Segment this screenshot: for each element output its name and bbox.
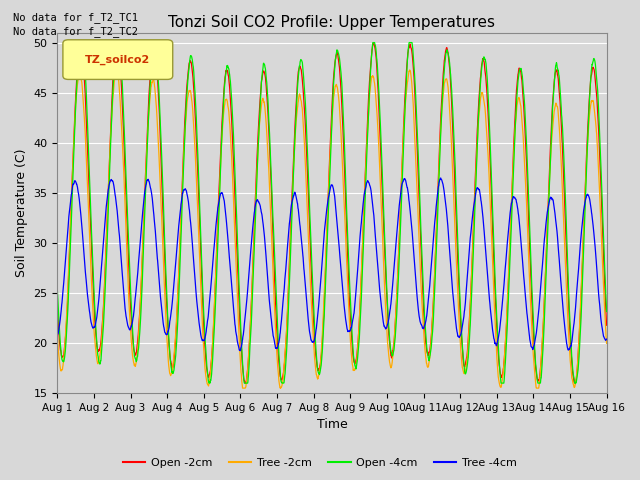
Open -2cm (348, 343, 356, 348)
Open -4cm (348, 334, 356, 339)
Open -4cm (205, 380, 213, 386)
Tree -4cm (54, 332, 61, 338)
Tree -4cm (236, 348, 244, 354)
Tree -2cm (348, 360, 356, 366)
Tree -2cm (54, 332, 61, 337)
Text: TZ_soilco2: TZ_soilco2 (85, 54, 150, 65)
Text: No data for f_T2_TC1: No data for f_T2_TC1 (13, 12, 138, 23)
Open -2cm (241, 380, 249, 386)
Tree -4cm (360, 194, 368, 200)
Tree -4cm (207, 287, 214, 293)
Tree -4cm (348, 322, 356, 327)
Open -4cm (603, 309, 611, 314)
Tree -4cm (555, 248, 563, 253)
Line: Tree -2cm: Tree -2cm (58, 67, 607, 388)
Tree -2cm (492, 336, 500, 341)
Open -2cm (76, 40, 84, 46)
Open -2cm (360, 200, 368, 206)
Open -2cm (603, 323, 611, 328)
Line: Open -4cm: Open -4cm (58, 43, 607, 383)
Title: Tonzi Soil CO2 Profile: Upper Temperatures: Tonzi Soil CO2 Profile: Upper Temperatur… (168, 15, 495, 30)
Tree -2cm (603, 340, 611, 346)
Tree -4cm (570, 322, 577, 328)
Open -4cm (492, 295, 500, 301)
Line: Open -2cm: Open -2cm (58, 43, 607, 383)
Open -4cm (207, 376, 215, 382)
Tree -4cm (492, 341, 500, 347)
Tree -2cm (570, 383, 577, 389)
Open -4cm (76, 40, 84, 46)
Tree -2cm (207, 365, 214, 371)
Open -2cm (207, 365, 214, 371)
Open -2cm (54, 304, 61, 310)
Tree -2cm (555, 113, 563, 119)
Tree -4cm (603, 336, 611, 342)
Tree -2cm (113, 64, 121, 70)
Open -4cm (570, 374, 577, 380)
Line: Tree -4cm: Tree -4cm (58, 178, 607, 351)
Tree -4cm (437, 175, 445, 181)
Y-axis label: Soil Temperature (C): Soil Temperature (C) (15, 149, 28, 277)
Tree -2cm (360, 200, 368, 206)
Open -4cm (54, 288, 61, 294)
Open -4cm (555, 69, 563, 75)
Tree -2cm (239, 385, 246, 391)
Open -4cm (360, 222, 368, 228)
FancyBboxPatch shape (63, 40, 173, 79)
Legend: Open -2cm, Tree -2cm, Open -4cm, Tree -4cm: Open -2cm, Tree -2cm, Open -4cm, Tree -4… (119, 453, 521, 472)
Open -2cm (570, 377, 577, 383)
Text: No data for f_T2_TC2: No data for f_T2_TC2 (13, 26, 138, 37)
Open -2cm (492, 307, 500, 313)
Open -2cm (555, 80, 563, 85)
X-axis label: Time: Time (317, 419, 348, 432)
